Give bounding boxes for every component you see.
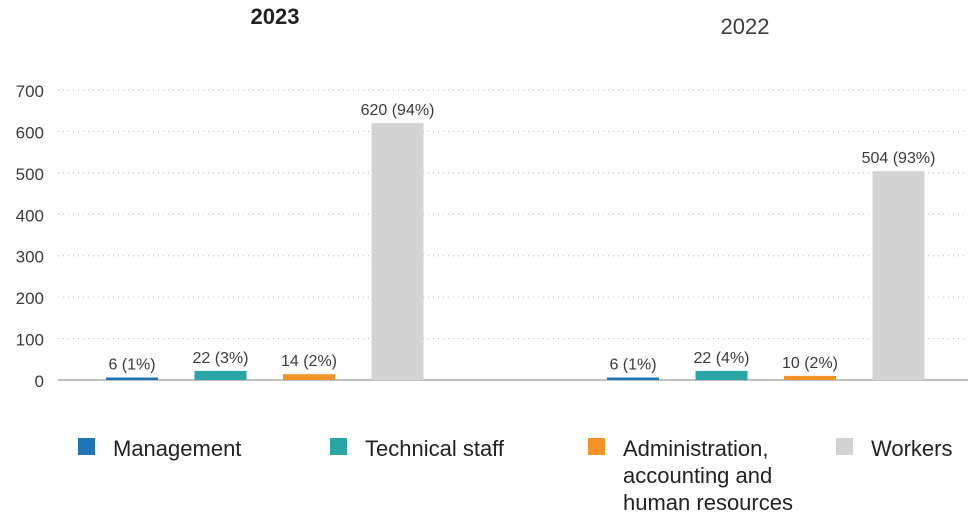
legend-label-administration-line-3: human resources	[623, 490, 793, 515]
bar-2023-workers	[371, 123, 424, 381]
legend-item-administration: Administration, accounting and human res…	[588, 435, 793, 516]
legend-item-management: Management	[78, 435, 241, 462]
legend-swatch-workers	[836, 438, 853, 455]
legend-swatch-management	[78, 438, 95, 455]
bar-2023-management	[106, 377, 158, 380]
legend-label-technical-staff: Technical staff	[365, 436, 505, 461]
y-tick-label-700: 700	[16, 82, 44, 101]
legend-label-workers: Workers	[871, 436, 953, 461]
y-tick-label-200: 200	[16, 289, 44, 308]
data-label-2022-management: 6 (1%)	[609, 357, 656, 374]
y-tick-label-300: 300	[16, 248, 44, 267]
data-label-2023-workers: 620 (94%)	[361, 102, 435, 119]
legend-swatch-technical-staff	[330, 438, 347, 455]
legend-label-administration: Administration, accounting and human res…	[623, 435, 793, 516]
legend-swatch-administration	[588, 438, 605, 455]
bar-2022-workers	[872, 171, 925, 380]
legend-label-administration-line-1: Administration,	[623, 436, 769, 461]
legend-item-workers: Workers	[836, 435, 953, 462]
legend-label-administration-line-2: accounting and	[623, 463, 773, 488]
data-label-2023-management: 6 (1%)	[108, 357, 155, 374]
bar-2022-management	[607, 377, 659, 380]
legend-item-technical-staff: Technical staff	[330, 435, 504, 462]
bar-chart: 0 100 200 300 400 500 600 700 6 (1%) 22 (3%) 14 (2…	[16, 82, 968, 391]
data-label-2023-technical: 22 (3%)	[192, 350, 248, 367]
y-tick-label-0: 0	[35, 372, 44, 391]
y-tick-label-600: 600	[16, 123, 44, 142]
bar-2022-technical	[695, 370, 748, 380]
chart-legend: Management Technical staff Administratio…	[0, 430, 968, 525]
data-label-2022-administration: 10 (2%)	[782, 355, 838, 372]
y-tick-label-500: 500	[16, 165, 44, 184]
bar-2023-administration	[283, 374, 335, 380]
data-label-2022-workers: 504 (93%)	[862, 150, 936, 167]
group-title-2022: 2022	[720, 14, 770, 39]
y-tick-label-100: 100	[16, 331, 44, 350]
legend-label-management: Management	[113, 436, 242, 461]
data-label-2022-technical: 22 (4%)	[693, 350, 749, 367]
bar-2022-administration	[784, 375, 836, 380]
group-title-2023: 2023	[250, 4, 300, 29]
y-tick-label-400: 400	[16, 206, 44, 225]
bar-2023-technical	[194, 370, 247, 380]
data-label-2023-administration: 14 (2%)	[281, 353, 337, 370]
